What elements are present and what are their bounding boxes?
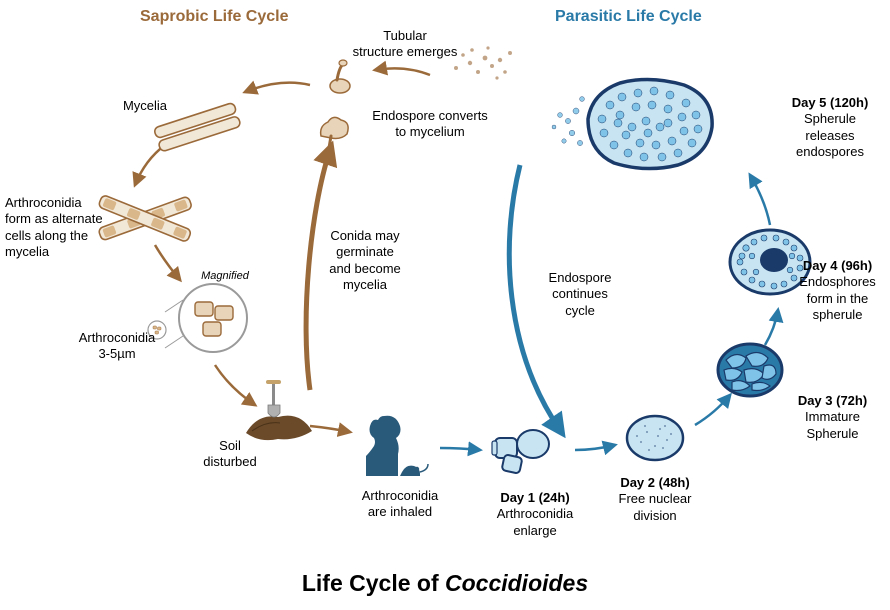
label-day4: Day 4 (96h)Endosphoresform in thespherul… [790, 258, 885, 323]
label-mycelia: Mycelia [115, 98, 175, 114]
label-day3: Day 3 (72h)ImmatureSpherule [785, 393, 880, 442]
parasitic-header: Parasitic Life Cycle [555, 8, 702, 26]
label-day5: Day 5 (120h)Spherulereleasesendospores [780, 95, 880, 160]
label-tubular: Tubularstructure emerges [335, 28, 475, 61]
label-day2: Day 2 (48h)Free nucleardivision [600, 475, 710, 524]
tubular-structure-icon [330, 60, 350, 93]
day1-arthroconidia-icon [492, 430, 549, 474]
label-arthro-size: Arthroconidia3-5µm [72, 330, 162, 363]
label-magnified: Magnified [195, 270, 255, 284]
saprobic-header: Saprobic Life Cycle [140, 8, 289, 26]
day5-release-icon [552, 79, 712, 168]
label-endo-continues: Endosporecontinuescycle [540, 270, 620, 319]
label-arthro-form: Arthroconidiaform as alternatecells alon… [5, 195, 115, 260]
label-inhaled: Arthroconidiaare inhaled [350, 488, 450, 521]
day2-nuclear-division-icon [627, 416, 683, 460]
soil-disturbed-icon [246, 380, 312, 440]
label-endo-convert: Endospore convertsto mycelium [355, 108, 505, 141]
main-title: Life Cycle of Coccidioides [0, 570, 890, 597]
label-conida-germ: Conida maygerminateand becomemycelia [320, 228, 410, 293]
endospore-converts-icon [321, 117, 349, 148]
day3-immature-spherule-icon [718, 344, 782, 396]
magnifier-icon [148, 284, 247, 352]
label-day1: Day 1 (24h)Arthroconidiaenlarge [480, 490, 590, 539]
inhalation-silhouette-icon [366, 416, 428, 476]
label-soil: Soildisturbed [195, 438, 265, 471]
